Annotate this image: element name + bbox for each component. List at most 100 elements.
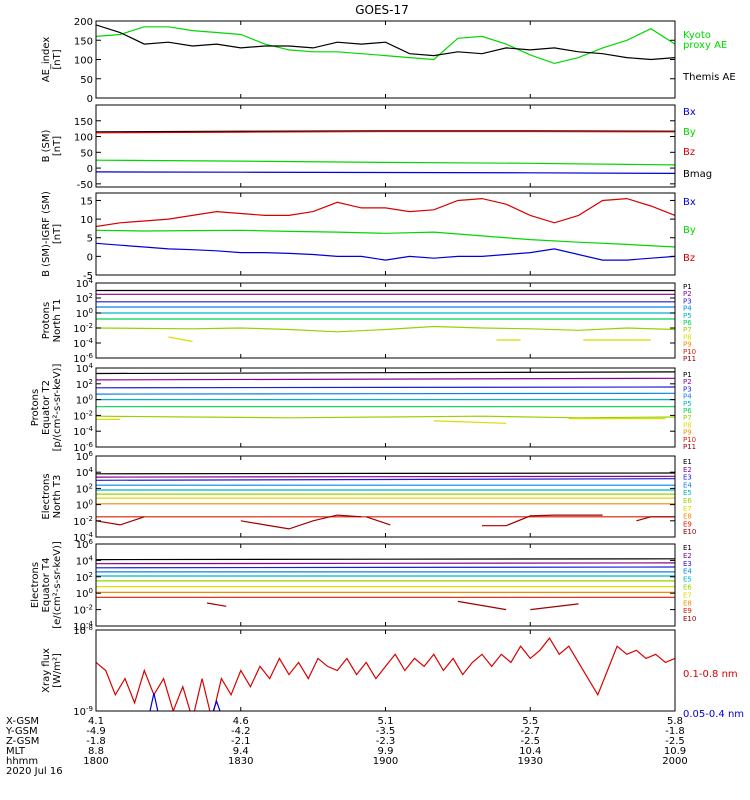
legend-entry: P9 — [683, 429, 692, 437]
x-tick-label: -1.8 — [665, 726, 685, 737]
x-tick-label: 5.8 — [667, 716, 683, 727]
x-tick-label: 8.8 — [88, 746, 104, 757]
legend-entry: E10 — [683, 528, 696, 536]
legend-entry: E8 — [683, 513, 692, 521]
legend-entry: P11 — [683, 355, 696, 363]
x-row-label: hhmm — [6, 756, 38, 767]
y-tick-label: 106 — [76, 538, 94, 551]
series-line-0-1-0-8-nm — [96, 637, 675, 711]
legend-entry: Kyoto — [683, 30, 711, 41]
y-tick-label: 104 — [76, 362, 94, 375]
y-tick-label: 150 — [74, 117, 93, 128]
y-axis-label: Xray flux — [41, 648, 52, 693]
y-axis-label: Protons — [30, 389, 41, 426]
y-tick-label: 100 — [76, 499, 93, 512]
legend-entry: Bz — [683, 253, 695, 264]
y-tick-label: 100 — [76, 587, 93, 600]
legend-entry: E1 — [683, 458, 692, 466]
y-tick-label: 10-2 — [73, 409, 93, 422]
y-tick-label: 100 — [74, 133, 93, 144]
x-tick-label: 9.4 — [233, 746, 249, 757]
y-axis-label: Equator T4 — [41, 558, 52, 613]
panel-frame — [95, 455, 676, 538]
y-axis-label: [nT] — [52, 224, 63, 244]
series-line-e3 — [96, 566, 675, 569]
legend-entry: P6 — [683, 319, 692, 327]
x-tick-label: 10.4 — [519, 746, 541, 757]
x-tick-label: 1930 — [518, 756, 543, 767]
x-tick-label: 2000 — [662, 756, 687, 767]
y-axis-label: [nT] — [52, 49, 63, 69]
series-line-p4 — [96, 392, 675, 395]
legend-entry: Bz — [683, 147, 695, 158]
y-tick-label: 102 — [76, 482, 93, 495]
legend-entry: P3 — [683, 385, 692, 393]
legend-entry: P10 — [683, 348, 696, 356]
y-tick-label: 50 — [80, 75, 93, 86]
series-line-themis-ae — [96, 24, 675, 61]
series-line-e10 — [96, 516, 145, 526]
y-tick-label: 104 — [76, 466, 94, 479]
figure-title: GOES-17 — [355, 3, 409, 17]
series-line-p1 — [96, 371, 675, 375]
legend-entry: E2 — [683, 466, 692, 474]
y-tick-label: 100 — [76, 394, 93, 407]
y-tick-label: 15 — [80, 196, 93, 207]
legend-entry: Themis AE — [682, 72, 736, 83]
y-tick-label: 10-2 — [73, 515, 93, 528]
x-tick-label: 9.9 — [378, 746, 394, 757]
y-tick-label: 100 — [76, 307, 93, 320]
legend-entry: P2 — [683, 290, 692, 298]
series-line-e10 — [457, 600, 507, 611]
legend-entry: E9 — [683, 607, 692, 615]
x-row-label: 2020 Jul 16 — [6, 766, 63, 777]
legend-entry: P5 — [683, 400, 692, 408]
y-tick-label: 10-2 — [73, 604, 93, 617]
legend-entry: E2 — [683, 552, 692, 560]
legend-entry: Bmag — [683, 169, 712, 180]
y-axis-label: Protons — [41, 302, 52, 339]
x-tick-label: -2.5 — [520, 736, 540, 747]
legend-entry: P8 — [683, 333, 692, 341]
x-tick-label: -4.9 — [86, 726, 106, 737]
y-axis-label: North T3 — [52, 475, 63, 519]
legend-entry: P2 — [683, 378, 692, 386]
series-line-e10 — [636, 516, 675, 522]
legend-entry: E4 — [683, 568, 692, 576]
series-line-e10 — [530, 603, 579, 611]
series-line-kyoto-proxy-ae — [96, 26, 675, 65]
legend-entry: By — [683, 225, 696, 236]
series-line-bx — [96, 242, 675, 261]
x-tick-label: 1900 — [373, 756, 398, 767]
legend-entry: E6 — [683, 497, 692, 505]
legend-entry: P4 — [683, 393, 692, 401]
legend-entry: E4 — [683, 481, 692, 489]
legend-entry: E5 — [683, 576, 692, 584]
y-tick-label: 102 — [76, 571, 93, 584]
series-line-e1 — [96, 558, 675, 561]
series-line-e3 — [96, 478, 675, 481]
x-tick-label: -3.5 — [376, 726, 396, 737]
series-line-p7 — [96, 415, 675, 419]
y-tick-label: 5 — [87, 234, 93, 245]
y-tick-label: 0 — [87, 252, 93, 263]
y-tick-label: 200 — [74, 17, 93, 28]
legend-entry: P6 — [683, 407, 692, 415]
series-line-0-05-0-4-nm — [149, 693, 159, 711]
series-line-p3 — [96, 386, 675, 389]
panel-frame — [95, 543, 676, 627]
series-line-bz — [96, 130, 675, 134]
legend-entry: Bx — [683, 197, 696, 208]
legend-entry: By — [683, 127, 696, 138]
x-tick-label: 1800 — [83, 756, 108, 767]
panel-frame — [95, 629, 676, 712]
series-line-bx — [96, 171, 675, 174]
y-axis-label: [p/(cm²-s-sr-keV)] — [52, 364, 63, 452]
legend-entry: E6 — [683, 584, 692, 592]
series-line-e10 — [240, 514, 362, 530]
y-tick-label: 0 — [87, 94, 93, 105]
